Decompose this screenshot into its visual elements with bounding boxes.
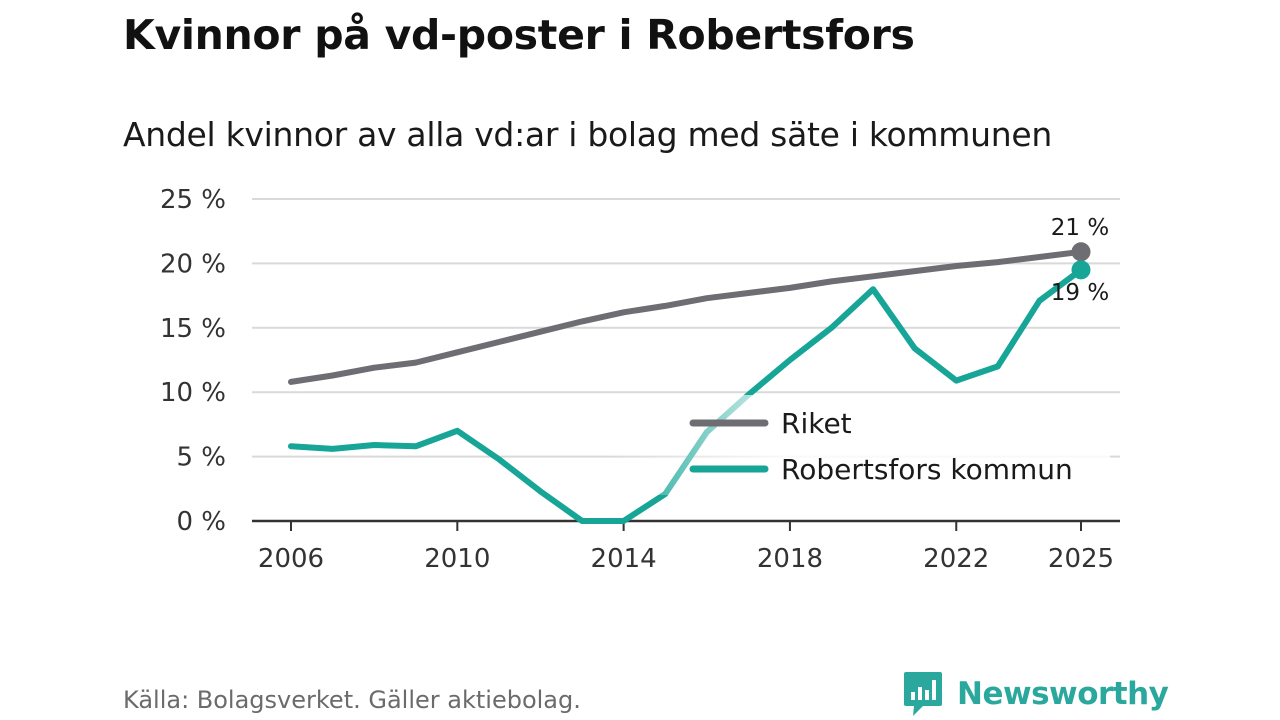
newsworthy-logo-icon xyxy=(904,672,942,716)
legend-backdrop xyxy=(610,395,1110,495)
end-point-riket xyxy=(1071,242,1091,262)
legend-label-riket: Riket xyxy=(781,407,852,440)
end-point-robertsfors xyxy=(1071,260,1091,280)
source-note: Källa: Bolagsverket. Gäller aktiebolag. xyxy=(123,686,581,714)
brand-name: Newsworthy xyxy=(957,676,1169,712)
x-tick-label: 2010 xyxy=(424,544,490,574)
x-tick-label: 2006 xyxy=(258,544,324,574)
chart-title: Kvinnor på vd-poster i Robertsfors xyxy=(123,11,915,59)
end-label-robertsfors: 19 % xyxy=(1051,280,1109,306)
y-tick-label: 5 % xyxy=(176,443,226,473)
series-line-riket xyxy=(288,248,1084,385)
end-label-riket: 21 % xyxy=(1051,215,1109,241)
y-tick-label: 0 % xyxy=(176,507,226,537)
y-tick-label: 10 % xyxy=(160,378,226,408)
y-tick-label: 25 % xyxy=(160,185,226,215)
newsworthy-logo: Newsworthy xyxy=(903,670,1169,718)
x-tick-label: 2022 xyxy=(923,544,989,574)
x-tick-label: 2014 xyxy=(591,544,657,574)
x-tick-label: 2018 xyxy=(757,544,823,574)
y-tick-label: 20 % xyxy=(160,249,226,279)
x-tick-label: 2025 xyxy=(1048,544,1114,574)
chart-subtitle: Andel kvinnor av alla vd:ar i bolag med … xyxy=(123,115,1052,154)
y-tick-label: 15 % xyxy=(160,314,226,344)
legend-label-robertsfors: Robertsfors kommun xyxy=(781,453,1073,486)
